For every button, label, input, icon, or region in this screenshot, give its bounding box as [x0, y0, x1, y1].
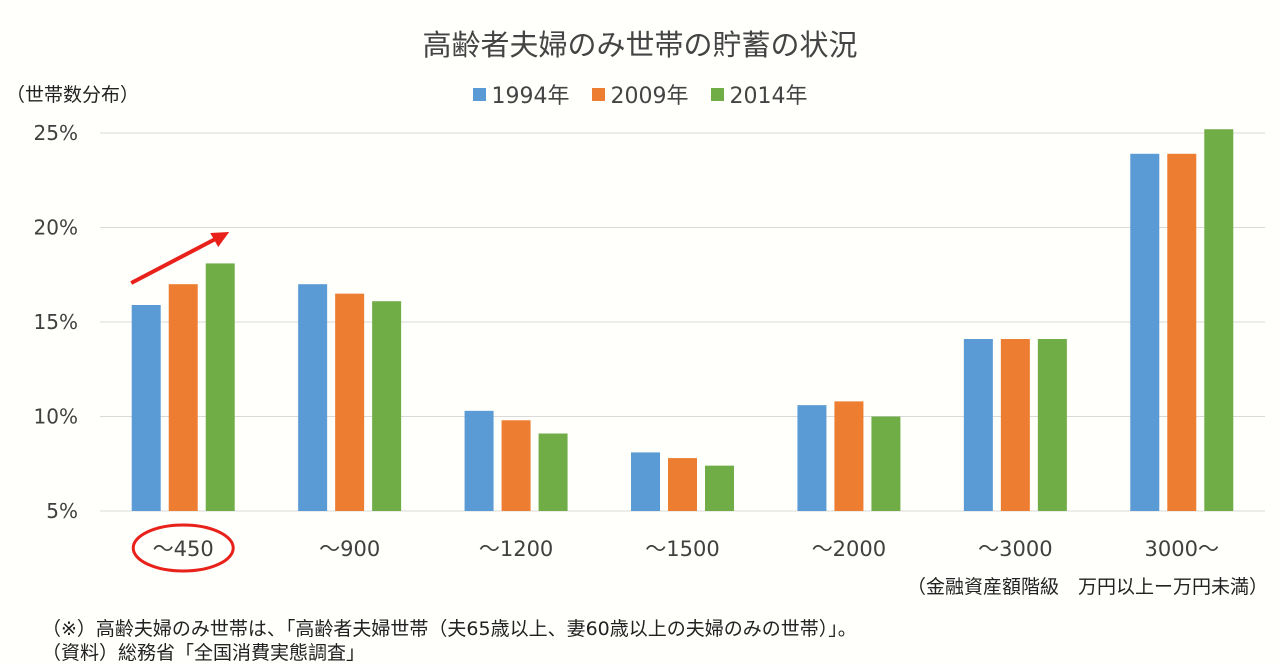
- legend: 1994年 2009年 2014年: [0, 78, 1280, 110]
- legend-swatch-2014: [710, 87, 724, 101]
- bar-2009年-5: [1000, 339, 1030, 511]
- bar-2009年-4: [834, 401, 864, 511]
- x-tick-label: ～1500: [645, 537, 719, 561]
- legend-swatch-2009: [591, 87, 605, 101]
- x-tick-label: ～3000: [978, 537, 1052, 561]
- bar-1994年-5: [963, 339, 993, 511]
- x-tick-label: ～900: [319, 537, 380, 561]
- bar-1994年-1: [298, 284, 328, 511]
- legend-label-2009: 2009年: [610, 84, 689, 109]
- bar-2014年-0: [205, 263, 235, 511]
- bar-2009年-2: [501, 420, 531, 511]
- highlight-circle: [131, 523, 235, 573]
- y-tick-label: 20%: [34, 216, 78, 240]
- legend-swatch-1994: [472, 87, 486, 101]
- legend-label-1994: 1994年: [491, 84, 570, 109]
- trend-arrow-shaft: [130, 235, 221, 285]
- bar-2014年-5: [1037, 339, 1067, 511]
- x-tick-label: 3000～: [1145, 537, 1219, 561]
- legend-item-2014: 2014年: [710, 78, 808, 110]
- legend-label-2014: 2014年: [729, 84, 808, 109]
- bar-1994年-2: [464, 410, 494, 511]
- bar-2014年-1: [372, 301, 402, 511]
- footnote: （※）高齢夫婦のみ世帯は、「高齢者夫婦世帯（夫65歳以上、妻60歳以上の夫婦のみ…: [42, 618, 857, 640]
- bar-2009年-6: [1167, 153, 1197, 512]
- chart-title: 高齢者夫婦のみ世帯の貯蓄の状況: [422, 28, 858, 62]
- y-tick-label: 15%: [34, 310, 78, 334]
- trend-arrow-head: [210, 232, 230, 247]
- source-note: （資料）総務省「全国消費実態調査」: [42, 642, 366, 664]
- bar-2009年-3: [668, 458, 697, 511]
- y-axis-label: （世帯数分布）: [6, 84, 140, 106]
- legend-item-2009: 2009年: [591, 78, 689, 110]
- bar-1994年-0: [131, 304, 161, 511]
- bar-2014年-4: [871, 416, 901, 511]
- bar-2014年-2: [538, 433, 568, 511]
- x-axis-label: （金融資産額階級 万円以上ー万円未満）: [906, 576, 1268, 598]
- bar-2009年-1: [335, 293, 365, 511]
- legend-item-1994: 1994年: [472, 78, 570, 110]
- x-tick-label: ～450: [153, 537, 214, 561]
- x-tick-label: ～2000: [812, 537, 886, 561]
- bar-1994年-3: [631, 452, 660, 511]
- bar-1994年-4: [797, 405, 827, 511]
- bar-2014年-6: [1204, 129, 1234, 511]
- y-tick-label: 25%: [34, 121, 78, 145]
- x-tick-label: ～1200: [479, 537, 553, 561]
- bar-2014年-3: [705, 465, 734, 511]
- bar-1994年-6: [1130, 153, 1160, 512]
- y-tick-label: 10%: [34, 405, 78, 429]
- y-tick-label: 5%: [46, 499, 78, 523]
- bar-2009年-0: [168, 284, 198, 511]
